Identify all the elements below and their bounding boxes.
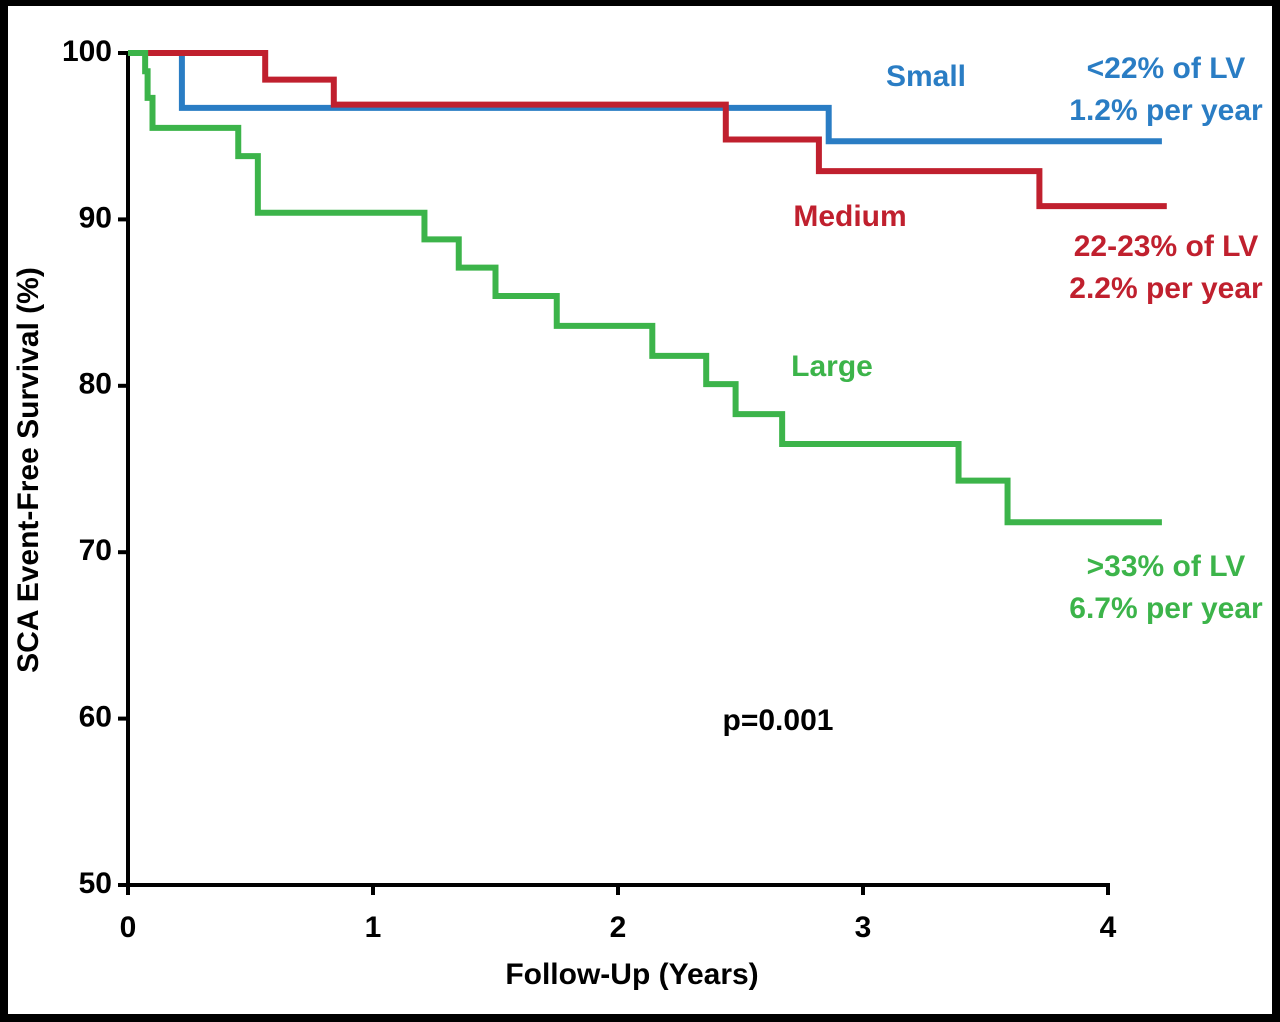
x-tick-label: 0 bbox=[120, 911, 137, 944]
series-note: 2.2% per year bbox=[1069, 272, 1263, 305]
series-label: Large bbox=[791, 350, 873, 383]
series-label: Small bbox=[886, 60, 966, 93]
y-tick-label: 50 bbox=[79, 867, 112, 900]
x-tick-label: 2 bbox=[610, 911, 627, 944]
chart-background bbox=[8, 6, 1272, 1014]
x-tick-label: 3 bbox=[855, 911, 872, 944]
series-note: 22-23% of LV bbox=[1074, 230, 1259, 263]
series-note: >33% of LV bbox=[1087, 550, 1246, 583]
series-note: <22% of LV bbox=[1087, 52, 1246, 85]
x-tick-label: 1 bbox=[365, 911, 382, 944]
series-note: 1.2% per year bbox=[1069, 94, 1263, 127]
survival-line bbox=[128, 50, 1162, 526]
y-tick-label: 70 bbox=[79, 534, 112, 567]
y-tick-label: 100 bbox=[62, 35, 112, 68]
y-axis-label: SCA Event-Free Survival (%) bbox=[12, 267, 45, 673]
x-tick-label: 4 bbox=[1100, 911, 1117, 944]
series-label: Medium bbox=[793, 200, 906, 233]
y-tick-label: 60 bbox=[79, 701, 112, 734]
p-value: p=0.001 bbox=[723, 704, 834, 737]
y-tick-label: 80 bbox=[79, 368, 112, 401]
y-tick-label: 90 bbox=[79, 201, 112, 234]
survival-line bbox=[128, 50, 1167, 210]
series-note: 6.7% per year bbox=[1069, 592, 1263, 625]
x-axis-label: Follow-Up (Years) bbox=[505, 958, 758, 991]
